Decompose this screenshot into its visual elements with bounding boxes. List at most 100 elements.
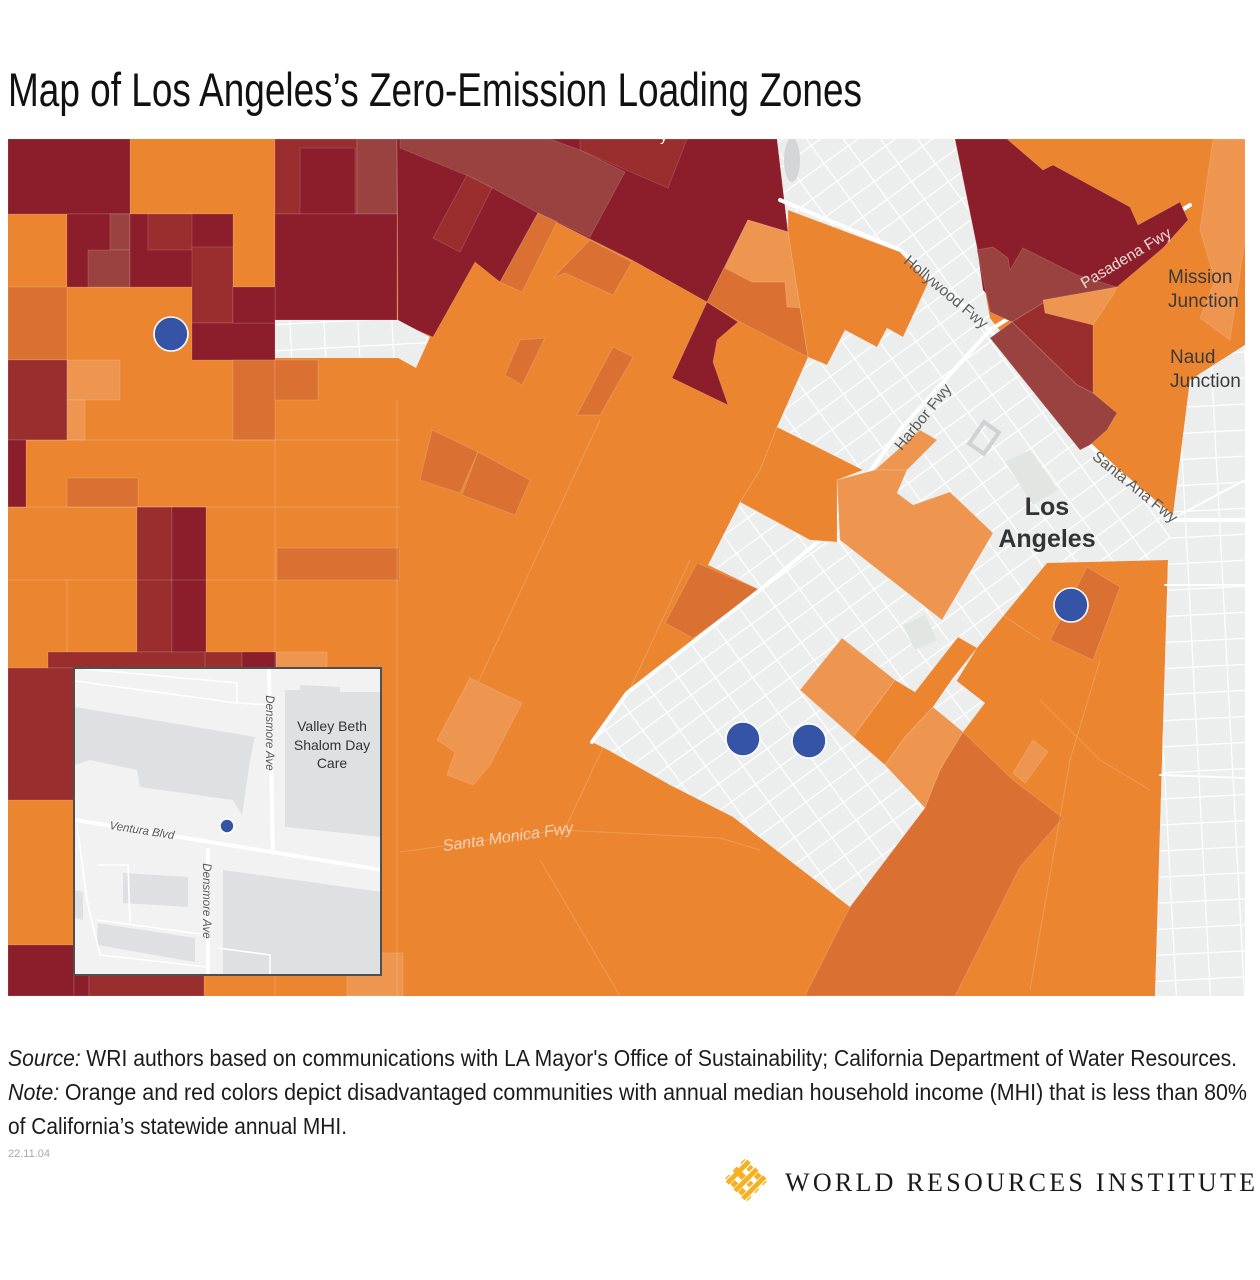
northeast-tracts [954, 139, 1245, 451]
densmore-ave-north-road [267, 669, 275, 854]
tract-dark-red [8, 139, 131, 215]
tract-dark-orange [576, 346, 634, 416]
daycare-label-line2: Shalom Day [294, 737, 370, 753]
street-line [96, 919, 209, 936]
building-footprint [123, 873, 188, 907]
wri-woven-diamond-icon [724, 1158, 768, 1202]
page-title: Map of Los Angeles’s Zero-Emission Loadi… [8, 63, 862, 116]
gray-area-west [275, 320, 430, 368]
inset-labels: Densmore Ave Densmore Ave Ventura Blvd V… [109, 695, 371, 938]
city-label-line1: Los [1025, 493, 1069, 521]
tract-medium-red [8, 359, 68, 441]
note-line-1: Note:Orange and red colors depict disadv… [8, 1079, 1247, 1105]
tract-muted-red [976, 246, 1118, 323]
map-panel: y Hollywood Fwy Harbor Fwy Pasadena Fwy … [8, 139, 1245, 996]
tract-light-orange [275, 651, 328, 669]
source-text: WRI authors based on communications with… [86, 1045, 1237, 1071]
tract-light-orange [1199, 139, 1245, 341]
inset-map: Densmore Ave Densmore Ave Ventura Blvd V… [73, 667, 382, 976]
tract-light-orange [836, 469, 994, 621]
loading-zone-marker [725, 721, 761, 757]
loading-zone-marker [153, 316, 189, 352]
source-label: Source: [8, 1045, 81, 1071]
note-label: Note: [8, 1079, 59, 1105]
naud-junction-label-line2: Junction [1170, 371, 1241, 392]
tract-dark-orange [419, 429, 479, 494]
street-line [84, 669, 271, 706]
tract-orange [739, 426, 865, 543]
loading-zone-markers [153, 316, 1089, 759]
tract-light-orange [724, 219, 806, 309]
tract-dark-red [8, 944, 75, 996]
loading-zone-marker [1053, 587, 1089, 623]
wri-brand: WORLD RESOURCES INSTITUTE [724, 1158, 1255, 1202]
cut-off-road-label: y [660, 139, 668, 145]
park-shape [784, 139, 800, 182]
footer-notes: Source:WRI authors based on communicatio… [8, 1045, 1247, 1160]
tract-dark-orange [276, 547, 400, 581]
densmore-ave-south-label: Densmore Ave [200, 863, 212, 938]
mission-junction-label-line1: Mission [1168, 267, 1232, 288]
tract-medium-red [147, 213, 193, 251]
tract-medium-red [47, 651, 243, 669]
stadium-outline [966, 419, 1002, 457]
tract-dark-orange [499, 212, 558, 293]
tract-light-orange [1012, 739, 1049, 784]
north-central-tracts [396, 139, 809, 786]
inset-map-canvas: Densmore Ave Densmore Ave Ventura Blvd V… [75, 669, 380, 974]
tract-light-orange [66, 359, 121, 401]
street-line [99, 954, 209, 968]
wri-wordmark: WORLD RESOURCES INSTITUTE [785, 1168, 1255, 1197]
tract-dark-orange [504, 337, 546, 386]
inset-loading-zone-marker [219, 818, 235, 834]
tract-muted-red [356, 139, 398, 215]
tract-dark-orange [664, 562, 761, 639]
naud-junction-label-line1: Naud [1170, 347, 1215, 368]
building-footprint [253, 945, 270, 974]
gray-area-east [1155, 345, 1245, 996]
tract-muted-red [399, 139, 626, 238]
tract-dark-red [8, 439, 27, 508]
tract-medium-red [88, 974, 205, 996]
building-footprint [285, 685, 380, 837]
tract-boundaries [979, 599, 1151, 991]
source-line: Source:WRI authors based on communicatio… [8, 1045, 1237, 1071]
publication-date: 22.11.04 [8, 1148, 50, 1160]
tract-dark-orange [552, 239, 633, 296]
inset-loading-zone-marker-group [219, 818, 235, 834]
tract-light-orange [66, 399, 86, 441]
tract-light-orange [1042, 286, 1118, 326]
note-text-line1: Orange and red colors depict disadvantag… [65, 1079, 1247, 1105]
tract-dark-red [73, 974, 90, 996]
street-line [217, 947, 271, 974]
building-footprint [75, 890, 83, 920]
tract-dark-orange [274, 359, 319, 401]
hollywood-fwy-line [778, 198, 992, 332]
tract-dark-orange [66, 477, 139, 508]
tract-dark-red [232, 286, 276, 324]
tract-dark-orange [232, 359, 276, 441]
tract-dark-red [171, 506, 207, 653]
building-footprint [227, 940, 250, 974]
tract-medium-red [191, 246, 234, 324]
densmore-ave-north-label: Densmore Ave [263, 695, 275, 770]
tract-dark-orange [8, 286, 68, 361]
tract-dark-red [274, 213, 398, 321]
tract-muted-red [989, 321, 1118, 451]
inset-buildings [75, 685, 380, 974]
tract-dark-red [241, 651, 277, 669]
park-shape [903, 615, 937, 650]
street-line [1169, 479, 1245, 521]
mission-junction-label-line2: Junction [1168, 291, 1239, 312]
loading-zone-marker [791, 723, 827, 759]
tract-medium-red [579, 139, 688, 189]
inset-roads [75, 669, 380, 974]
gray-area-block [933, 678, 985, 732]
street-line [75, 680, 238, 704]
tract-dark-orange [804, 731, 1064, 996]
ventura-blvd-road [75, 818, 380, 872]
tract-light-orange [436, 677, 523, 786]
street-line [1159, 774, 1245, 779]
note-line-2: of California’s statewide annual MHI. [8, 1113, 347, 1139]
building-footprint [97, 923, 195, 962]
